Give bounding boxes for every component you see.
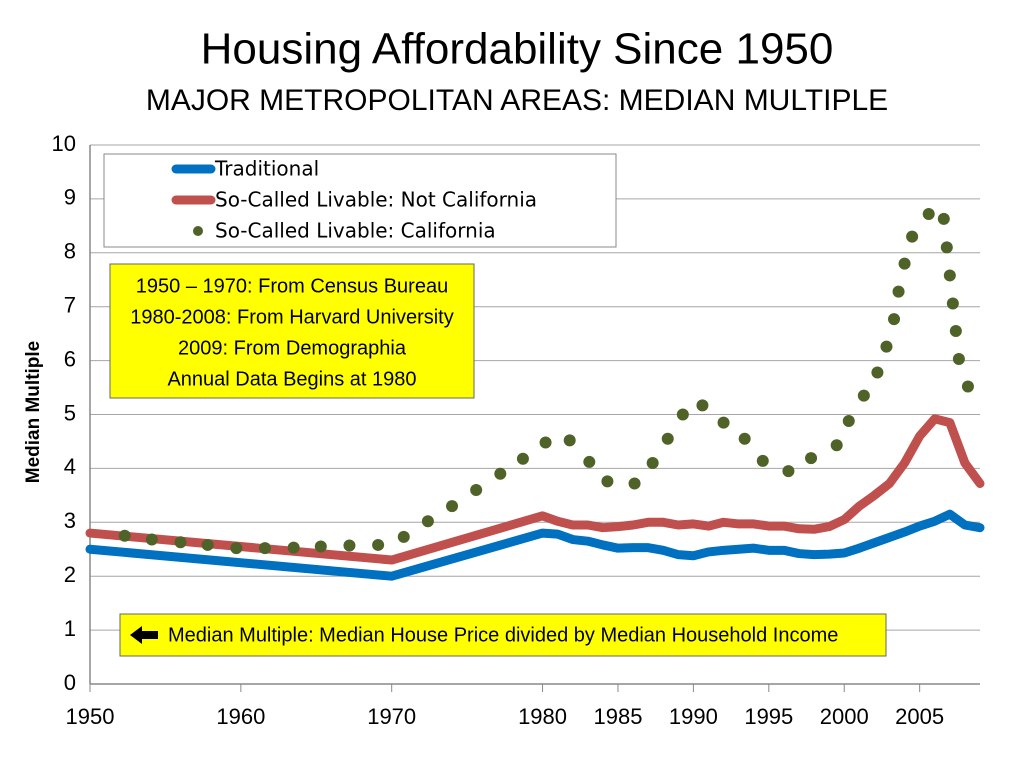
y-tick-label: 0 [64,670,76,695]
annotation: Annual Data Begins at 1980 [167,368,416,390]
data-point [397,530,410,543]
x-tick-label: 1960 [216,704,265,729]
data-point [922,207,935,220]
chart-subtitle: MAJOR METROPOLITAN AREAS: MEDIAN MULTIPL… [146,84,888,117]
x-tick-label: 1950 [66,704,115,729]
data-point [676,408,689,421]
data-point [516,452,529,465]
legend-label: So-Called Livable: California [215,219,496,243]
data-point [952,352,965,365]
x-tick-label: 1990 [669,704,718,729]
legend-swatch [193,226,203,236]
data-point [230,542,243,555]
data-point [494,467,507,480]
data-point [118,529,131,542]
legend-label: So-Called Livable: Not California [215,188,537,212]
data-point [961,380,974,393]
y-tick-label: 5 [64,400,76,425]
data-point [258,542,271,555]
data-point [888,313,901,326]
y-tick-label: 6 [64,346,76,371]
data-point [628,477,641,490]
data-line [85,414,985,565]
annotation: 2009: From Demographia [178,337,407,359]
annotation: 1950 – 1970: From Census Bureau [136,275,448,297]
data-point [949,324,962,337]
x-tick-label: 2005 [895,704,944,729]
data-point [805,452,818,465]
data-point [661,432,674,445]
data-point [871,366,884,379]
x-tick-label: 2000 [820,704,869,729]
data-point [446,500,459,513]
y-tick-label: 4 [64,454,76,479]
annotation: 1980-2008: From Harvard University [130,306,453,328]
data-point [201,538,214,551]
data-point [937,212,950,225]
data-point [842,414,855,427]
y-tick-label: 9 [64,185,76,210]
legend-label: Traditional [214,157,319,181]
note: Median Multiple: Median House Price divi… [168,624,838,646]
data-point [782,465,795,478]
data-point [287,541,300,554]
data-point [563,434,576,447]
data-point [601,475,614,488]
data-point [314,540,327,553]
y-tick-label: 7 [64,293,76,318]
data-line [85,509,985,581]
data-point [174,536,187,549]
note-box [119,613,887,657]
data-point [421,515,434,528]
data-point [539,436,552,449]
data-point [857,389,870,402]
data-point [738,432,751,445]
annotation-box [109,263,475,399]
data-point [946,297,959,310]
data-point [756,454,769,467]
y-tick-label: 10 [52,131,76,156]
note-arrow [130,626,158,644]
data-point [696,399,709,412]
data-point [646,457,659,470]
data-point [343,539,356,552]
data-point [583,455,596,468]
data-point [880,340,893,353]
x-tick-label: 1980 [518,704,567,729]
data-point [470,483,483,496]
data-point [892,285,905,298]
data-point [943,269,956,282]
data-point [372,538,385,551]
y-tick-label: 2 [64,562,76,587]
y-tick-label: 3 [64,508,76,533]
y-axis-label: Median Multiple [23,341,44,484]
data-point [830,439,843,452]
y-tick-label: 8 [64,239,76,264]
data-point [717,416,730,429]
x-tick-label: 1995 [744,704,793,729]
y-tick-label: 1 [64,616,76,641]
data-point [940,241,953,254]
legend: Traditional So-Called Livable: Not Califo… [103,153,617,248]
chart-title: Housing Affordability Since 1950 [201,25,834,74]
data-point [898,257,911,270]
data-point [145,533,158,546]
x-tick-label: 1985 [593,704,642,729]
data-point [906,230,919,243]
x-tick-label: 1970 [367,704,416,729]
